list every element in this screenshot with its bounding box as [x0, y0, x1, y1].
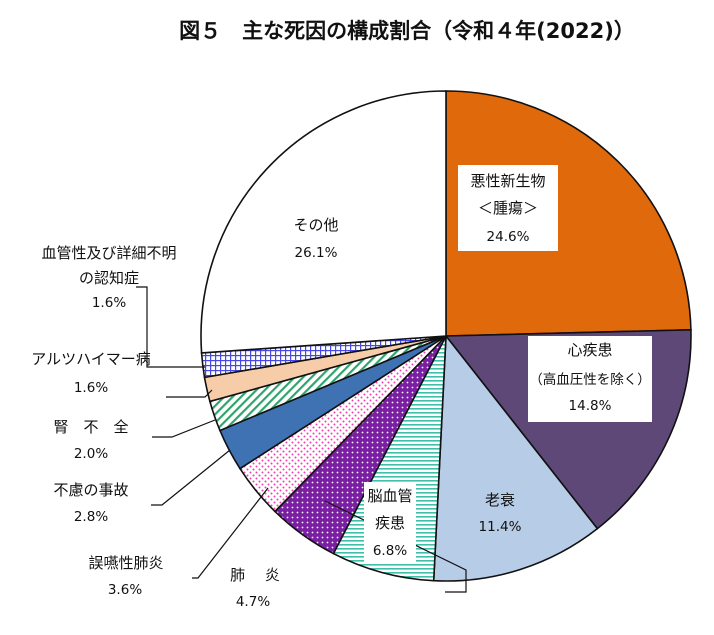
slice-label-3: 老衰: [485, 491, 515, 509]
leader-line-7: [151, 449, 231, 506]
slice-value-7: 2.8%: [74, 509, 108, 525]
slice-label-6: 誤嚥性肺炎: [88, 554, 163, 572]
slice-sublabel-4: 疾患: [375, 514, 405, 532]
slice-value-10: 1.6%: [92, 295, 126, 311]
slice-value-4: 6.8%: [373, 543, 407, 559]
slice-value-1: 24.6%: [487, 229, 530, 245]
pie-slice-3: [432, 333, 599, 582]
slice-sublabel-10: の認知症: [79, 269, 139, 287]
pie-slice-1: [445, 90, 692, 337]
pie-slices: [200, 90, 692, 582]
slice-value-5: 4.7%: [236, 594, 270, 610]
label-box-2: [528, 336, 652, 422]
slice-label-2: 心疾患: [567, 341, 612, 359]
leader-line-6: [192, 487, 269, 579]
pie-slice-11: [200, 90, 447, 354]
leader-line-9: [166, 389, 213, 398]
slice-value-3: 11.4%: [479, 519, 522, 535]
slice-value-2: 14.8%: [569, 398, 612, 414]
chart-title: 図５ 主な死因の構成割合（令和４年(2022)）: [179, 19, 635, 43]
slice-sublabel-1: ＜腫瘍＞: [478, 199, 538, 217]
slice-label-1: 悪性新生物: [470, 172, 545, 190]
slice-labels: 悪性新生物 ＜腫瘍＞ 24.6% 心疾患 （高血圧性を除く） 14.8% 老衰 11.4% 脳血…: [31, 165, 652, 610]
slice-label-4: 脳血管: [367, 487, 412, 505]
leader-line-10: [136, 286, 205, 368]
slice-label-7: 不慮の事故: [53, 481, 128, 499]
label-box-4: [364, 482, 416, 564]
slice-value-11: 26.1%: [295, 245, 338, 261]
slice-label-8: 腎 不 全: [53, 418, 128, 436]
slice-value-9: 1.6%: [74, 380, 108, 396]
leader-line-8: [152, 419, 216, 438]
slice-label-11: その他: [293, 216, 338, 234]
slice-label-5: 肺 炎: [230, 566, 280, 584]
slice-value-6: 3.6%: [108, 582, 142, 598]
slice-label-10: 血管性及び詳細不明: [41, 244, 176, 262]
slice-sublabel-2: （高血圧性を除く）: [529, 371, 651, 388]
slice-label-9: アルツハイマー病: [31, 350, 151, 368]
label-box-1: [458, 165, 558, 251]
slice-value-8: 2.0%: [74, 446, 108, 462]
